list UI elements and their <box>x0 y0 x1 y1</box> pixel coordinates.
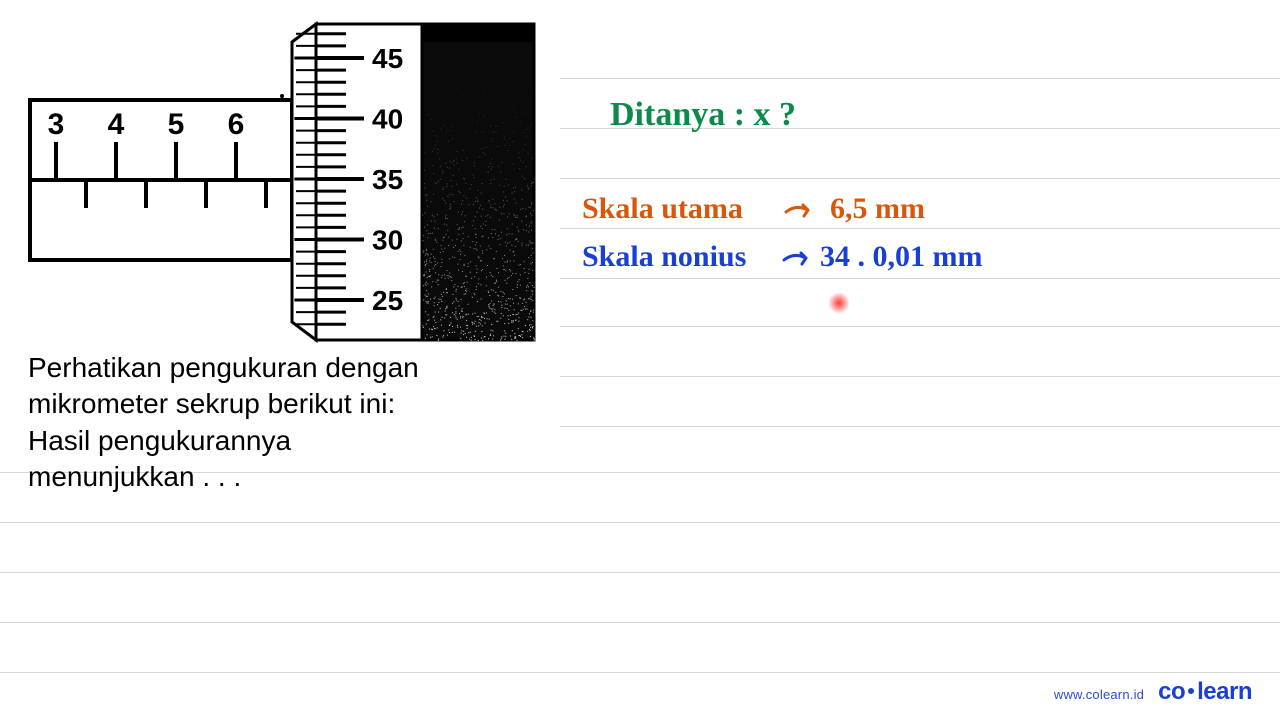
svg-text:30: 30 <box>372 225 403 256</box>
ruled-line <box>560 228 1280 229</box>
ruled-line <box>560 178 1280 179</box>
colearn-logo: colearn <box>1158 678 1252 706</box>
micrometer-diagram: 34564540353025 <box>24 18 544 348</box>
arrow-icon <box>782 246 816 275</box>
svg-text:45: 45 <box>372 43 403 74</box>
svg-text:6: 6 <box>228 108 245 141</box>
ruled-line <box>560 376 1280 377</box>
footer: www.colearn.id colearn <box>1054 678 1252 706</box>
handwriting-skala-utama-label: Skala utama <box>582 192 743 226</box>
question-text: Perhatikan pengukuran dengan mikrometer … <box>28 350 458 496</box>
ruled-line <box>0 522 1280 523</box>
ruled-line <box>0 672 1280 673</box>
ruled-line <box>560 78 1280 79</box>
svg-text:25: 25 <box>372 285 403 316</box>
svg-text:5: 5 <box>168 108 185 141</box>
arrow-icon <box>784 198 818 227</box>
logo-left: co <box>1158 678 1185 705</box>
handwriting-ditanya: Ditanya : x ? <box>610 96 796 134</box>
svg-text:3: 3 <box>48 108 65 141</box>
svg-text:40: 40 <box>372 104 403 135</box>
svg-text:4: 4 <box>108 108 125 141</box>
svg-text:35: 35 <box>372 164 403 195</box>
logo-dot-icon <box>1188 688 1194 694</box>
ruled-line <box>560 278 1280 279</box>
handwriting-skala-nonius-value: 34 . 0,01 mm <box>820 240 982 274</box>
handwriting-skala-nonius-label: Skala nonius <box>582 240 746 274</box>
ruled-line <box>560 326 1280 327</box>
footer-url: www.colearn.id <box>1054 687 1144 702</box>
ruled-line <box>0 572 1280 573</box>
handwriting-skala-utama-value: 6,5 mm <box>830 192 925 226</box>
logo-right: learn <box>1197 678 1252 705</box>
laser-pointer-icon <box>828 292 850 314</box>
ruled-line <box>560 426 1280 427</box>
ruled-line <box>0 622 1280 623</box>
